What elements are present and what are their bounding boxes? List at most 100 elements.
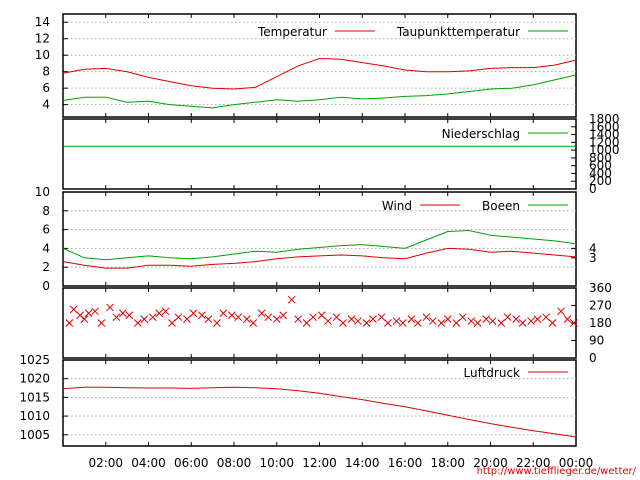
wind-direction-point xyxy=(482,315,491,323)
wind-direction-point xyxy=(557,307,565,316)
x-tick-label: 10:00 xyxy=(259,456,294,470)
wind-direction-point xyxy=(140,315,149,323)
wind-direction-point xyxy=(69,305,78,314)
x-tick-label: 22:00 xyxy=(516,456,551,470)
wind-direction-point xyxy=(309,313,317,322)
panel-2-y-tick-label: 0 xyxy=(42,279,50,293)
wind-direction-point xyxy=(183,315,191,323)
panel-2-y-tick-label: 10 xyxy=(35,185,50,199)
panel-3-y-tick-label: 180 xyxy=(589,316,612,330)
legend-label-4-0: Luftdruck xyxy=(463,366,520,380)
panel-1-y-tick-label: 1200 xyxy=(589,135,620,149)
x-tick-label: 08:00 xyxy=(217,456,252,470)
wind-direction-point xyxy=(332,313,341,322)
wind-direction-point xyxy=(497,319,506,327)
legend-label-0-1: Taupunkttemperatur xyxy=(396,25,520,39)
panel-1-y-tick-label: 1600 xyxy=(589,120,620,134)
wind-direction-point xyxy=(392,317,401,325)
wind-direction-point xyxy=(317,311,326,320)
wind-direction-point xyxy=(533,315,542,323)
panel-0-y-tick-label: 6 xyxy=(42,81,50,95)
wind-direction-point xyxy=(384,319,392,327)
series-line-2-1 xyxy=(62,229,577,261)
panel-0-y-tick-label: 4 xyxy=(42,98,50,112)
wind-direction-point xyxy=(133,319,142,327)
wind-direction-point xyxy=(428,317,437,325)
panel-4-y-tick-label: 1025 xyxy=(19,353,50,367)
wind-direction-point xyxy=(234,313,243,322)
wind-direction-point xyxy=(84,309,93,318)
wind-direction-point xyxy=(413,319,422,327)
x-tick-label: 12:00 xyxy=(302,456,337,470)
wind-direction-point xyxy=(219,309,228,318)
panel-0-y-tick-label: 10 xyxy=(35,48,50,62)
wind-direction-point xyxy=(294,315,302,323)
panel-4-y-tick-label: 1015 xyxy=(19,390,50,404)
wind-direction-point xyxy=(257,309,266,318)
wind-direction-point xyxy=(148,313,157,322)
wind-direction-point xyxy=(399,319,407,327)
wind-direction-point xyxy=(125,311,134,320)
wind-direction-point xyxy=(168,319,176,327)
x-tick-label: 02:00 xyxy=(88,456,123,470)
series-line-0-1 xyxy=(62,74,577,109)
wind-direction-point xyxy=(369,315,377,323)
x-tick-label: 06:00 xyxy=(174,456,209,470)
legend-label-2-1: Boeen xyxy=(482,199,520,213)
wind-direction-point xyxy=(512,315,521,323)
wind-direction-point xyxy=(174,313,183,322)
wind-direction-point xyxy=(204,315,213,323)
panel-1-y-tick-label: 600 xyxy=(589,159,612,173)
panel-3-y-tick-label: 270 xyxy=(589,299,612,313)
wind-direction-point xyxy=(407,315,416,323)
wind-direction-point xyxy=(213,319,221,327)
x-tick-label: 04:00 xyxy=(131,456,166,470)
series-line-2-0 xyxy=(62,247,577,269)
wind-direction-point xyxy=(272,315,281,323)
wind-direction-point xyxy=(287,295,296,304)
wind-direction-point xyxy=(302,319,311,327)
wind-direction-point xyxy=(473,319,482,327)
wind-direction-point xyxy=(503,313,512,322)
wind-direction-point xyxy=(97,319,106,327)
wind-direction-point xyxy=(279,311,288,320)
panel-1-y-tick-label: 800 xyxy=(589,151,612,165)
panel-3-y-tick-label: 360 xyxy=(589,281,612,295)
panel-2-right-tick-label: 4 xyxy=(589,241,597,255)
panel-3-frame xyxy=(62,287,577,359)
panel-2-y-tick-label: 4 xyxy=(42,241,50,255)
panel-1-y-tick-label: 1800 xyxy=(589,112,620,126)
wind-direction-point xyxy=(458,313,467,322)
wind-direction-point xyxy=(339,319,347,327)
wind-direction-point xyxy=(155,309,164,318)
panel-2-y-tick-label: 2 xyxy=(42,260,50,274)
wind-direction-point xyxy=(65,319,74,327)
wind-direction-point xyxy=(198,311,206,320)
wind-direction-point xyxy=(452,319,461,327)
panel-2-right-tick-label: 3 xyxy=(589,251,597,265)
wind-direction-point xyxy=(527,317,535,325)
wind-direction-point xyxy=(106,303,114,312)
legend-label-2-0: Wind xyxy=(382,199,412,213)
wind-direction-point xyxy=(189,309,198,318)
wind-direction-point xyxy=(362,319,371,327)
panel-3-y-tick-label: 0 xyxy=(589,351,597,365)
panel-2-y-tick-label: 6 xyxy=(42,223,50,237)
wind-direction-point xyxy=(264,313,273,322)
panel-4-y-tick-label: 1005 xyxy=(19,428,50,442)
legend-label-0-0: Temperatur xyxy=(257,25,327,39)
wind-direction-point xyxy=(518,319,527,327)
wind-direction-point xyxy=(377,313,386,322)
panel-1-y-tick-label: 0 xyxy=(589,182,597,196)
footer-url: http://www.tiefflieger.de/wetter/ xyxy=(477,466,637,477)
panel-1-y-tick-label: 1400 xyxy=(589,128,620,142)
panel-4-y-tick-label: 1020 xyxy=(19,372,50,386)
panel-1-y-tick-label: 400 xyxy=(589,166,612,180)
wind-direction-point xyxy=(91,307,99,316)
wind-direction-point xyxy=(80,315,89,323)
wind-direction-point xyxy=(548,319,557,327)
panel-4-y-tick-label: 1010 xyxy=(19,409,50,423)
panel-0-y-tick-label: 12 xyxy=(35,32,50,46)
